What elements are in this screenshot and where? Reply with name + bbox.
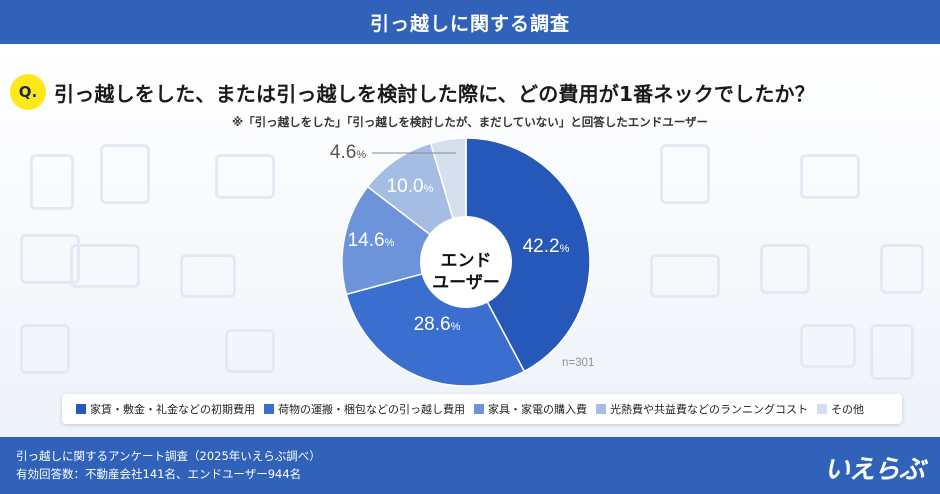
response-count: 有効回答数：不動産会社141名、エンドユーザー944名 xyxy=(16,467,302,481)
question-badge: Q. xyxy=(10,74,46,110)
camera-icon xyxy=(225,329,275,373)
slice-label-5: 4.6% xyxy=(330,142,366,163)
money-icon xyxy=(70,244,140,288)
survey-source: 引っ越しに関するアンケート調査（2025年いえらぶ調べ） xyxy=(16,449,321,463)
center-label-line2: ユーザー xyxy=(432,273,500,293)
center-label-line1: エンド xyxy=(440,250,492,271)
slice-label-3: 14.6% xyxy=(348,230,395,251)
money-icon xyxy=(650,254,720,298)
legend-label: その他 xyxy=(831,403,864,416)
envelope-icon xyxy=(215,154,275,199)
box-icon xyxy=(20,234,80,284)
document-icon xyxy=(30,154,74,210)
slice-label-4: 10.0% xyxy=(387,176,434,197)
envelope-icon xyxy=(800,154,860,199)
legend-item-3: 家具・家電の購入費 xyxy=(474,401,587,417)
legend-swatch xyxy=(817,404,827,414)
respondent-note: ※「引っ越しをした」「引っ越しを検討したが、まだしていない」と回答したエンドユー… xyxy=(231,115,709,129)
brand-logo: いえらぶ xyxy=(823,455,925,485)
legend-item-4: 光熱費や共益費などのランニングコスト xyxy=(596,401,808,417)
legend-label: 家賃・敷金・礼金などの初期費用 xyxy=(90,403,255,416)
building-icon xyxy=(100,144,150,204)
legend-swatch xyxy=(76,404,86,414)
legend-item-1: 家賃・敷金・礼金などの初期費用 xyxy=(76,401,255,417)
legend-swatch xyxy=(474,404,484,414)
footer-bar: 引っ越しに関するアンケート調査（2025年いえらぶ調べ） 有効回答数：不動産会社… xyxy=(0,437,940,494)
question: Q. 引っ越しをした、または引っ越しを検討した際に、どの費用が1番ネックでしたか… xyxy=(10,72,930,112)
legend-label: 荷物の運搬・梱包などの引っ越し費用 xyxy=(278,403,465,416)
building-icon xyxy=(660,144,710,204)
page-title: 引っ越しに関する調査 xyxy=(369,12,570,35)
header-bar: 引っ越しに関する調査 xyxy=(0,0,940,44)
pie-slice-1 xyxy=(465,137,591,373)
slice-label-2: 28.6% xyxy=(414,314,461,335)
calendar-icon xyxy=(760,244,810,294)
document-icon xyxy=(870,324,914,380)
video-icon xyxy=(180,254,236,298)
question-text: 引っ越しをした、または引っ越しを検討した際に、どの費用が1番ネックでしたか？ xyxy=(54,81,815,106)
donut-hole xyxy=(420,216,512,308)
sample-size: n=301 xyxy=(562,357,594,369)
legend: 家賃・敷金・礼金などの初期費用 荷物の運搬・梱包などの引っ越し費用 家具・家電の購入… xyxy=(62,394,902,424)
legend-label: 家具・家電の購入費 xyxy=(488,403,587,416)
legend-swatch xyxy=(264,404,274,414)
legend-label: 光熱費や共益費などのランニングコスト xyxy=(610,403,808,416)
donut-center-label: エンド ユーザー xyxy=(416,222,516,322)
legend-item-5: その他 xyxy=(817,401,864,417)
slice-label-1: 42.2% xyxy=(523,236,570,257)
house-icon xyxy=(20,324,70,374)
video-icon xyxy=(800,324,856,368)
legend-swatch xyxy=(596,404,606,414)
house-icon xyxy=(880,244,924,294)
legend-item-2: 荷物の運搬・梱包などの引っ越し費用 xyxy=(264,401,465,417)
